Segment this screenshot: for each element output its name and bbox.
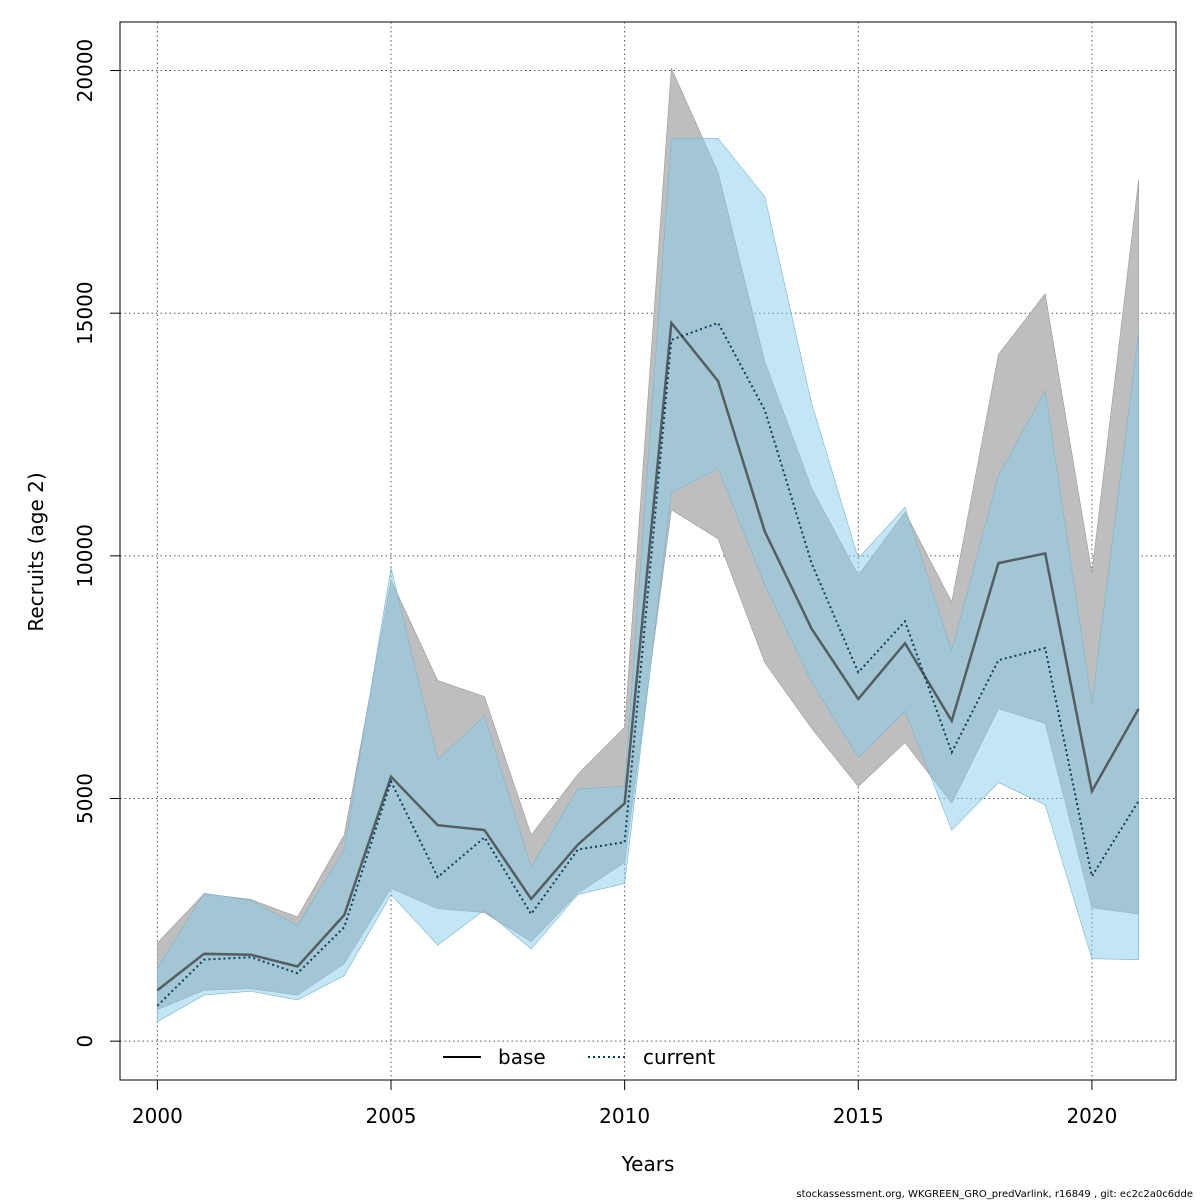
x-tick-label: 2005 — [366, 1104, 417, 1128]
x-tick-label: 2010 — [599, 1104, 650, 1128]
y-tick-label: 5000 — [73, 773, 97, 824]
legend: base current — [443, 1045, 715, 1069]
legend-label-current: current — [643, 1045, 715, 1069]
grid-lines — [120, 22, 1176, 1080]
x-axis-title: Years — [621, 1152, 675, 1176]
x-tick-label: 2000 — [132, 1104, 183, 1128]
x-tick-label: 2015 — [833, 1104, 884, 1128]
x-axis: 2000 2005 2010 2015 2020 — [132, 1079, 1117, 1128]
x-tick-label: 2020 — [1066, 1104, 1117, 1128]
y-tick-label: 20000 — [73, 39, 97, 103]
footer-credit: stockassessment.org, WKGREEN_GRO_predVar… — [796, 1189, 1193, 1200]
y-tick-label: 10000 — [73, 524, 97, 588]
confidence-bands — [157, 67, 1139, 1023]
y-tick-label: 15000 — [73, 281, 97, 345]
y-axis-title: Recruits (age 2) — [24, 472, 48, 631]
line-base — [156, 319, 1140, 992]
series-lines — [156, 319, 1140, 1007]
y-axis: 0 5000 10000 15000 20000 — [73, 39, 121, 1048]
band-current — [157, 138, 1139, 1023]
line-current — [156, 321, 1140, 1007]
y-tick-label: 0 — [73, 1035, 97, 1048]
legend-label-base: base — [498, 1045, 546, 1069]
